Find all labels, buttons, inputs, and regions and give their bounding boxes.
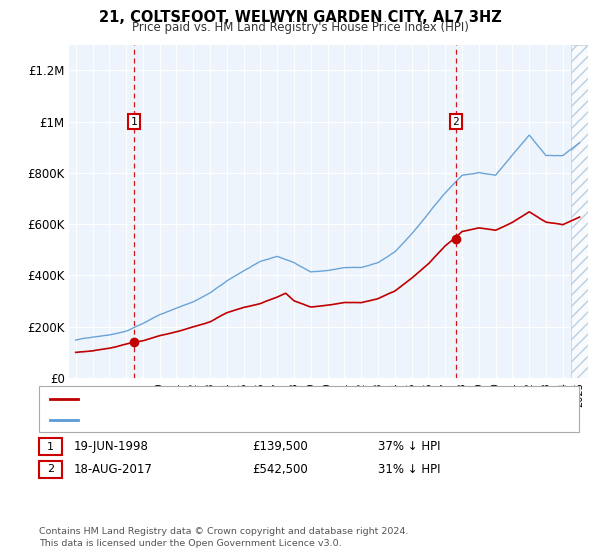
- Text: 21, COLTSFOOT, WELWYN GARDEN CITY, AL7 3HZ (detached house): 21, COLTSFOOT, WELWYN GARDEN CITY, AL7 3…: [84, 394, 463, 404]
- Text: £542,500: £542,500: [252, 463, 308, 476]
- Text: 1: 1: [131, 116, 137, 127]
- Text: 2: 2: [452, 116, 459, 127]
- Text: 21, COLTSFOOT, WELWYN GARDEN CITY, AL7 3HZ: 21, COLTSFOOT, WELWYN GARDEN CITY, AL7 3…: [98, 10, 502, 25]
- Text: Contains HM Land Registry data © Crown copyright and database right 2024.
This d: Contains HM Land Registry data © Crown c…: [39, 527, 409, 548]
- Text: 1: 1: [47, 442, 54, 452]
- Text: 2: 2: [47, 464, 54, 474]
- Text: 19-JUN-1998: 19-JUN-1998: [74, 440, 149, 454]
- Text: Price paid vs. HM Land Registry's House Price Index (HPI): Price paid vs. HM Land Registry's House …: [131, 21, 469, 34]
- Text: 18-AUG-2017: 18-AUG-2017: [74, 463, 152, 476]
- Text: £139,500: £139,500: [252, 440, 308, 454]
- Text: 31% ↓ HPI: 31% ↓ HPI: [378, 463, 440, 476]
- Text: 37% ↓ HPI: 37% ↓ HPI: [378, 440, 440, 454]
- Text: HPI: Average price, detached house, Welwyn Hatfield: HPI: Average price, detached house, Welw…: [84, 415, 381, 425]
